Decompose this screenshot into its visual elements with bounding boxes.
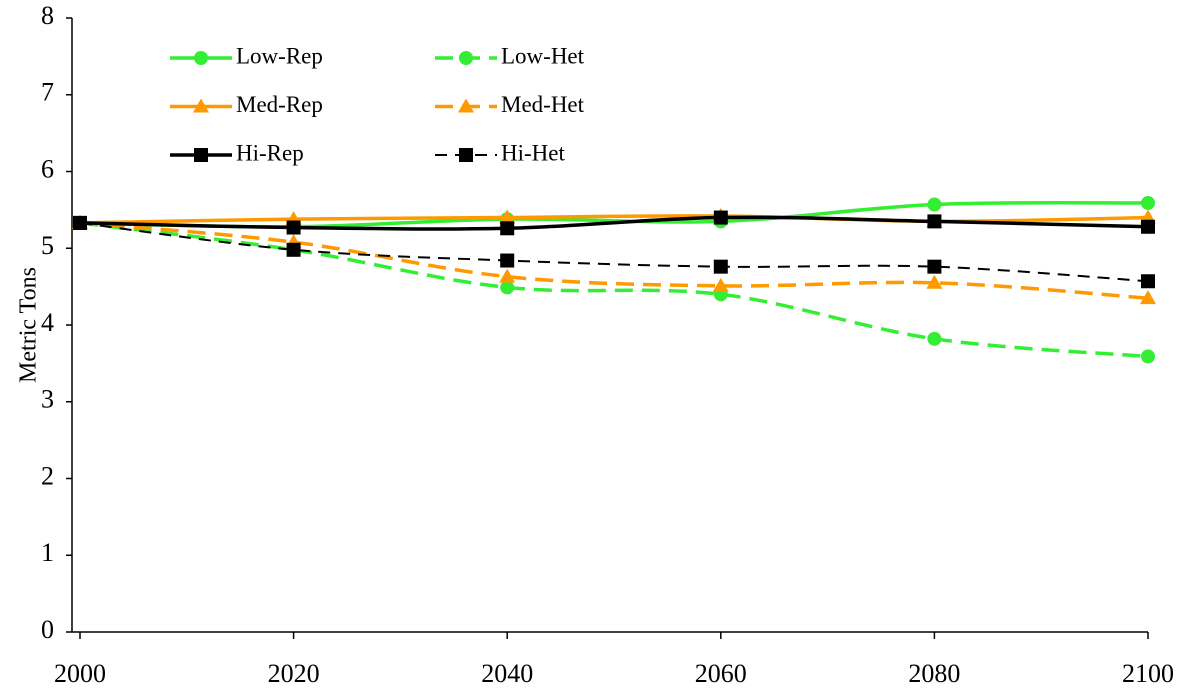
legend-label: Med-Het	[501, 92, 585, 117]
x-tick-label: 2060	[695, 659, 747, 688]
x-tick-label: 2100	[1122, 659, 1174, 688]
data-point	[927, 259, 942, 274]
data-point	[499, 268, 516, 283]
legend-label: Low-Rep	[236, 43, 323, 68]
x-tick-label: 2080	[908, 659, 960, 688]
y-tick-label: 0	[41, 615, 54, 644]
legend-label: Med-Rep	[236, 92, 323, 117]
series-line	[79, 221, 1149, 359]
data-point	[1141, 349, 1155, 364]
data-point	[286, 220, 301, 235]
series-line	[79, 215, 1149, 231]
legend-marker	[193, 98, 209, 113]
data-point	[1141, 219, 1155, 234]
data-point	[712, 277, 729, 292]
data-point	[927, 197, 942, 212]
x-tick-label: 2020	[268, 659, 320, 688]
x-tick-label: 2040	[481, 659, 533, 688]
y-tick-label: 3	[41, 385, 54, 414]
data-point	[927, 214, 942, 229]
data-point	[500, 253, 515, 268]
y-tick-label: 5	[41, 231, 54, 260]
data-point	[713, 259, 728, 274]
y-tick-label: 4	[41, 308, 54, 337]
data-point	[1141, 195, 1155, 210]
legend-marker	[459, 148, 473, 162]
legend-entry: Low-Rep	[170, 43, 323, 68]
series-line	[79, 221, 1149, 300]
legend-label: Hi-Rep	[236, 140, 304, 165]
data-point	[499, 209, 516, 224]
legend-marker	[194, 51, 208, 65]
legend-entry: Med-Rep	[170, 92, 323, 117]
data-point	[286, 242, 301, 257]
data-point	[73, 215, 87, 230]
data-point	[1140, 290, 1156, 305]
legend-label: Low-Het	[501, 43, 585, 68]
legend-entry: Hi-Rep	[170, 140, 304, 165]
legend-entry: Hi-Het	[435, 140, 565, 165]
legend-label: Hi-Het	[501, 140, 565, 165]
data-point	[713, 210, 728, 225]
data-point	[926, 274, 943, 289]
y-tick-label: 2	[41, 461, 54, 490]
data-point	[500, 221, 515, 236]
x-tick-label: 2000	[54, 659, 106, 688]
legend-marker	[194, 148, 208, 162]
data-point	[927, 331, 942, 346]
legend-marker	[459, 51, 473, 65]
y-tick-label: 1	[41, 538, 54, 567]
legend-entry: Low-Het	[435, 43, 585, 68]
legend-entry: Med-Het	[435, 92, 585, 117]
y-tick-label: 8	[41, 1, 54, 30]
legend-marker	[458, 98, 474, 113]
data-point	[1141, 274, 1155, 289]
series-line	[79, 221, 1149, 283]
y-axis-label: Metric Tons	[16, 267, 42, 383]
y-tick-label: 6	[41, 154, 54, 183]
data-point	[500, 280, 515, 295]
y-tick-label: 7	[41, 78, 54, 107]
